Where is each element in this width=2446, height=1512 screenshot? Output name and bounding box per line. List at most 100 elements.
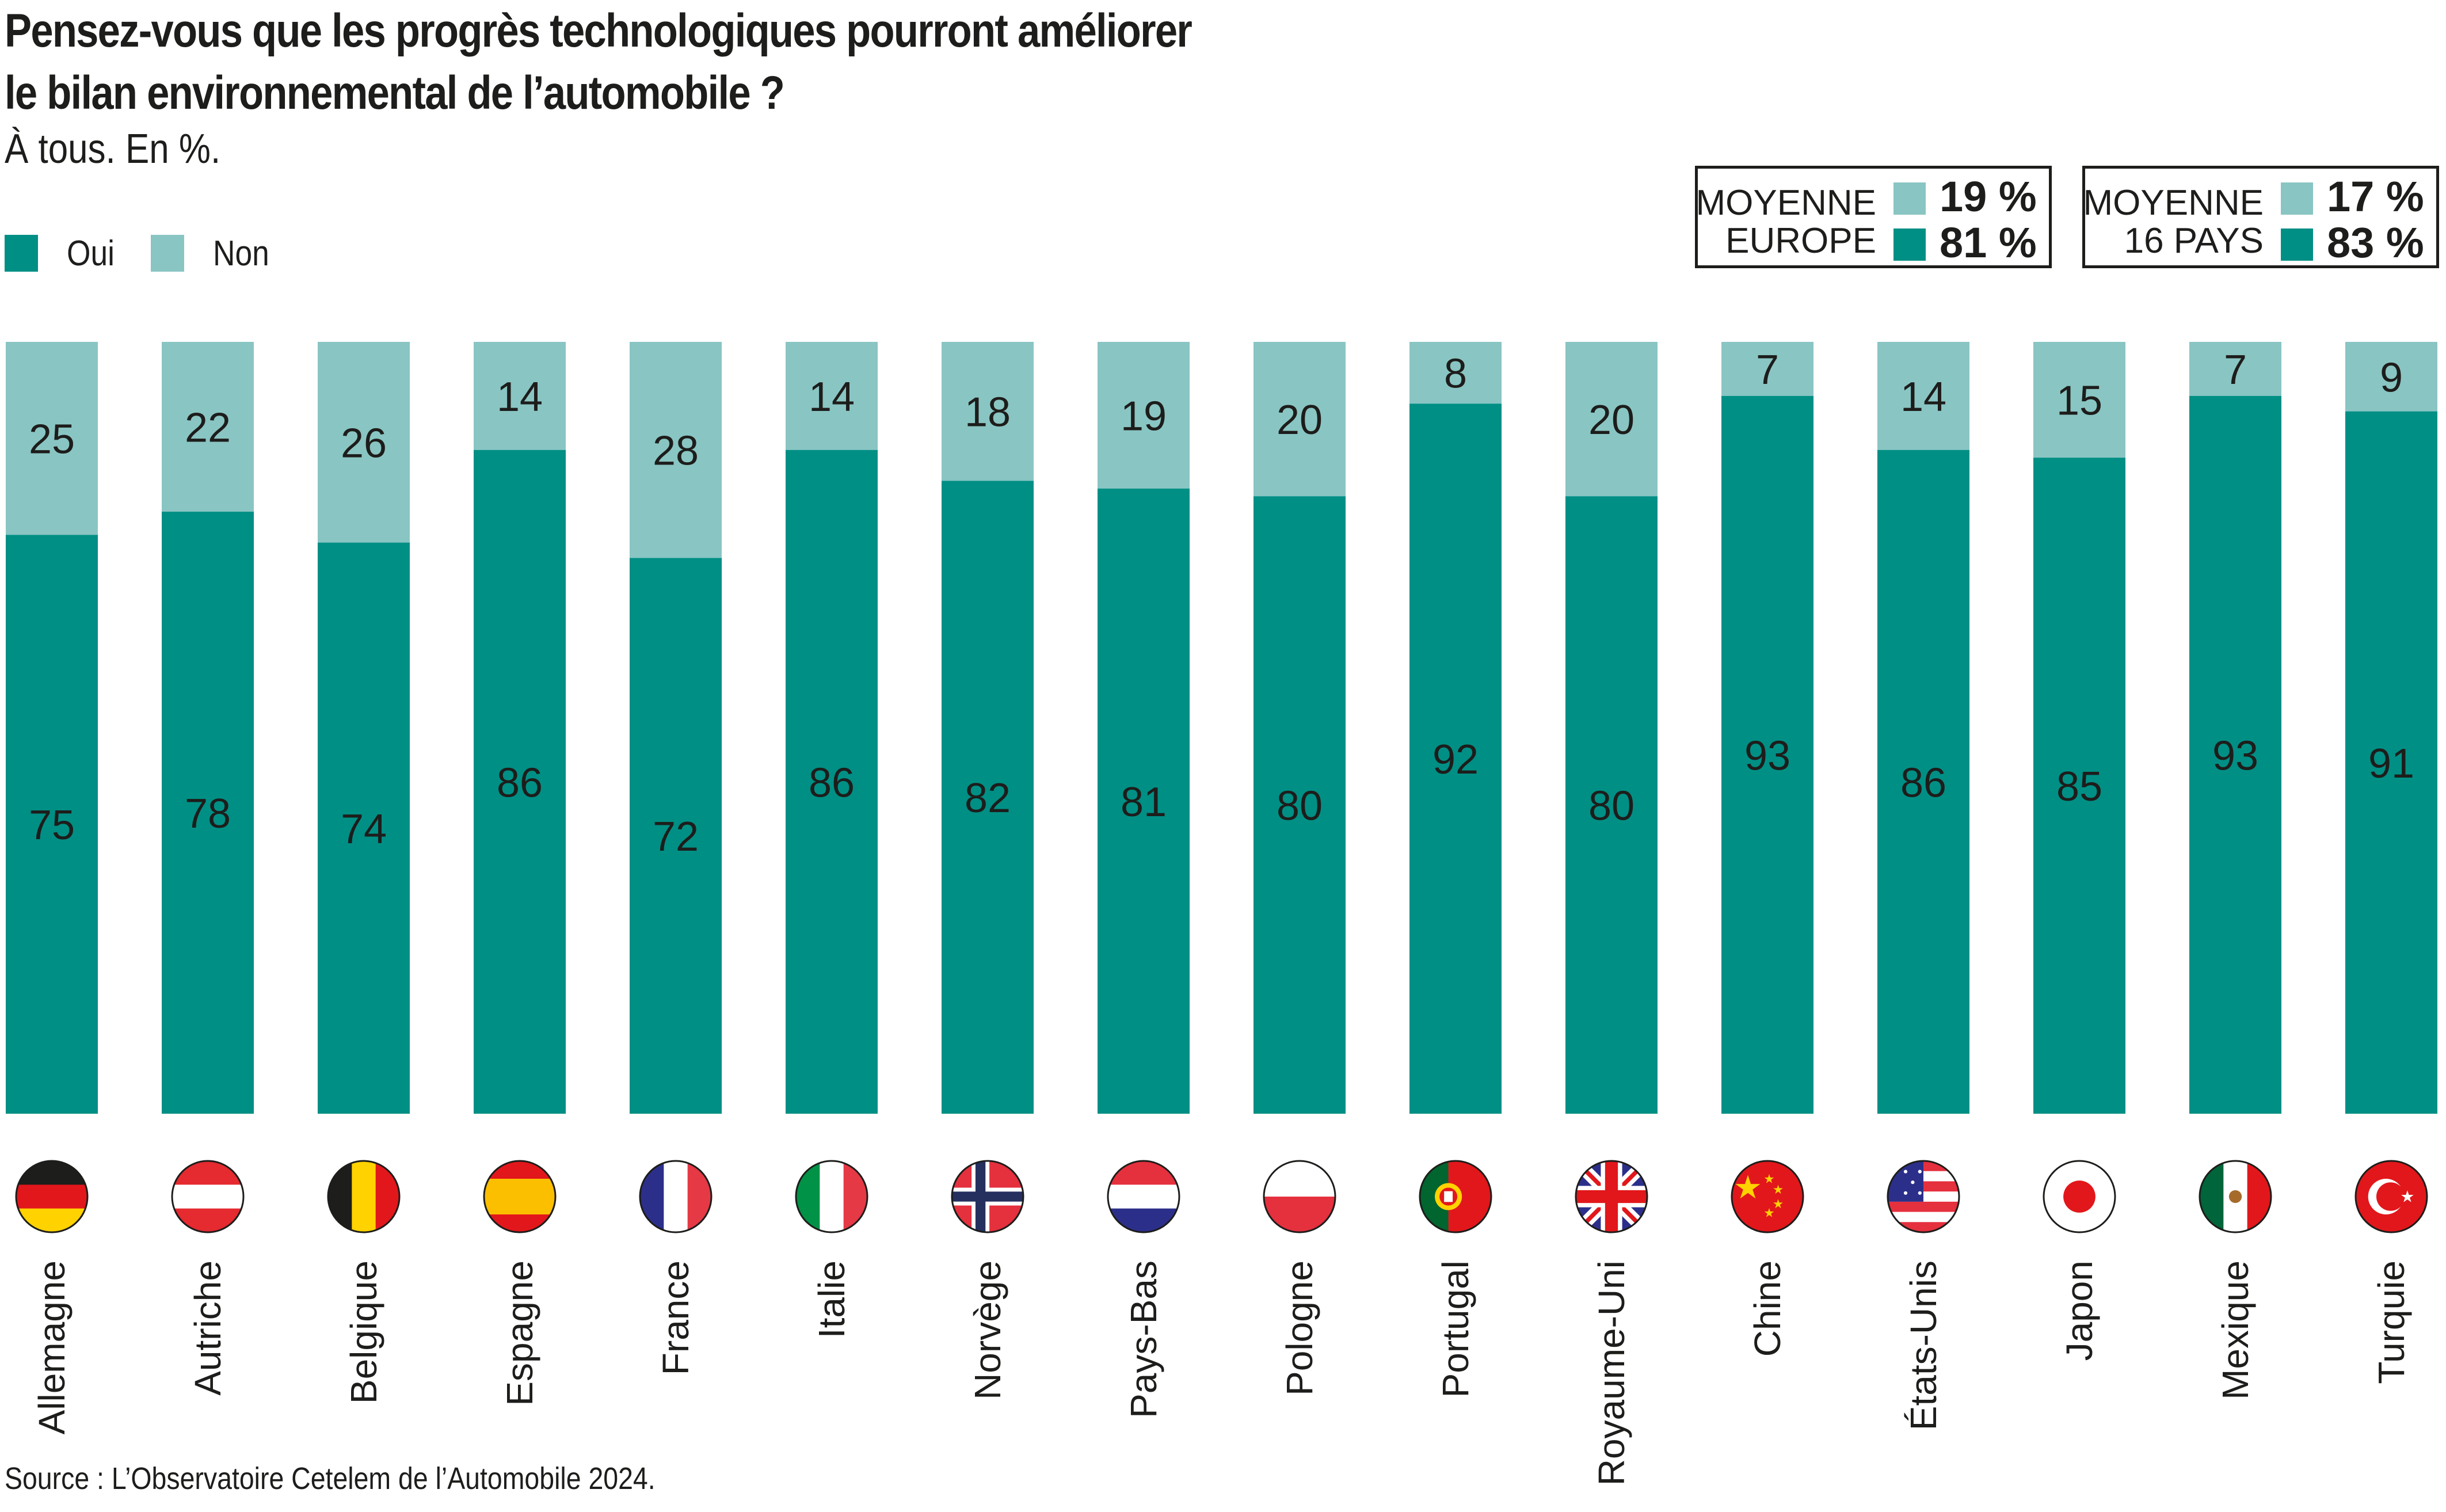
bar-segment-oui [6, 535, 98, 1114]
data-label-non: 28 [653, 428, 699, 474]
average-label-line-2: EUROPE [1725, 221, 1876, 261]
x-tick-label: France [655, 1260, 696, 1375]
data-label-oui: 75 [29, 802, 75, 848]
bar-segment-non [1409, 342, 1502, 404]
data-label-oui: 92 [1432, 737, 1479, 783]
bar-segment-oui [1254, 496, 1346, 1114]
average-swatch-oui [1893, 228, 1926, 261]
flag-outline [327, 1160, 401, 1233]
bar-segment-non [786, 342, 878, 450]
data-label-oui: 86 [1900, 760, 1946, 806]
average-value-non: 17 % [2327, 173, 2424, 220]
chart-title-line-2: le bilan environnemental de l’automobile… [5, 67, 785, 119]
legend-label-oui: Oui [67, 233, 115, 273]
bar-segment-oui [1721, 395, 1813, 1114]
average-label-line-1: MOYENNE [1696, 183, 1876, 223]
bar-segment-oui [786, 450, 878, 1114]
bar-segment-oui [474, 450, 566, 1114]
flag-outline [1887, 1160, 1960, 1233]
data-label-non: 14 [809, 374, 855, 420]
data-label-oui: 86 [809, 760, 855, 806]
bar-segment-oui [1409, 403, 1502, 1114]
legend: Oui Non [5, 233, 307, 273]
bar-segment-oui [162, 512, 254, 1114]
source-note: Source : L’Observatoire Cetelem de l’Aut… [5, 1461, 656, 1496]
flag-outline [483, 1160, 557, 1233]
flag-outline [639, 1160, 713, 1233]
flag-outline [1731, 1160, 1804, 1233]
data-label-oui: 91 [2368, 741, 2414, 787]
svg-text:★: ★ [1773, 1197, 1784, 1211]
flag-outline [2043, 1160, 2116, 1233]
flag-outline [1263, 1160, 1336, 1233]
average-box-europe: MOYENNE EUROPE 19 % 81 % [1695, 166, 2052, 268]
data-label-oui: 86 [497, 760, 543, 806]
flag-fr-icon [640, 1161, 711, 1232]
data-label-oui: 81 [1121, 779, 1167, 825]
data-label-oui: 80 [1588, 783, 1635, 829]
bar-segment-non [2345, 342, 2437, 412]
svg-text:★: ★ [2400, 1187, 2414, 1205]
data-label-non: 8 [1444, 351, 1467, 397]
bar-segment-non [1721, 342, 1813, 396]
x-tick-label: Espagne [499, 1260, 540, 1406]
bar-segment-non [1254, 342, 1346, 497]
x-tick-label: Mexique [2215, 1260, 2256, 1400]
bar-segment-oui [2189, 395, 2281, 1114]
x-tick-label: Chine [1747, 1260, 1788, 1357]
svg-text:★: ★ [1773, 1182, 1784, 1197]
bar-segment-oui [2033, 458, 2125, 1114]
flag-outline [1107, 1160, 1180, 1233]
flag-jp-icon [2044, 1161, 2115, 1232]
x-tick-label: Norvège [967, 1260, 1008, 1400]
flag-outline [795, 1160, 868, 1233]
bar-segment-non [474, 342, 566, 450]
data-label-non: 26 [341, 420, 387, 466]
legend-label-non: Non [213, 233, 270, 273]
x-tick-label: Belgique [343, 1260, 384, 1404]
average-swatch-non [1893, 182, 1926, 215]
average-value-oui: 81 % [1940, 219, 2037, 266]
data-label-oui: 78 [185, 791, 231, 837]
bar-segment-oui [1565, 496, 1658, 1114]
data-label-oui: 72 [653, 814, 699, 860]
bar-segment-oui [1877, 450, 1969, 1114]
average-label-line-1: MOYENNE [2083, 183, 2264, 223]
average-swatch-oui [2281, 228, 2313, 261]
bar-segment-non [2033, 342, 2125, 458]
average-swatch-non [2281, 182, 2313, 215]
data-label-non: 20 [1277, 397, 1323, 443]
bar-segment-oui [318, 542, 410, 1114]
data-label-oui: 93 [2212, 733, 2258, 779]
chart-subtitle: À tous. En %. [5, 126, 221, 172]
data-label-non: 14 [497, 374, 543, 420]
x-tick-label: Turquie [2371, 1260, 2412, 1384]
flag-no-icon [952, 1161, 1023, 1232]
bar-segment-non [162, 342, 254, 512]
average-value-oui: 83 % [2327, 219, 2424, 266]
bar-segment-oui [630, 558, 722, 1114]
legend-swatch-oui [5, 235, 38, 272]
flag-outline [171, 1160, 245, 1233]
bar-segment-non [6, 342, 98, 535]
flag-outline [2199, 1160, 2272, 1233]
x-tick-label: Italie [811, 1260, 852, 1338]
data-label-oui: 74 [341, 806, 387, 852]
svg-text:★: ★ [1733, 1169, 1762, 1205]
bar-segment-non [2189, 342, 2281, 396]
data-label-non: 7 [2224, 347, 2247, 393]
svg-text:★: ★ [1763, 1205, 1774, 1220]
data-label-non: 18 [965, 390, 1011, 436]
bar-segment-oui [1098, 488, 1190, 1114]
flag-nl-icon [1108, 1161, 1179, 1232]
x-tick-label: Royaume-Uni [1591, 1260, 1632, 1486]
average-box-16-pays: MOYENNE 16 PAYS 17 % 83 % [2082, 166, 2439, 268]
flag-outline [951, 1160, 1024, 1233]
bar-segment-oui [942, 481, 1034, 1114]
x-tick-label: États-Unis [1903, 1260, 1944, 1430]
flag-outline [2354, 1160, 2428, 1233]
data-label-non: 14 [1900, 374, 1946, 420]
flag-tr-icon: ★ [2356, 1161, 2427, 1232]
average-value-non: 19 % [1940, 173, 2037, 220]
x-tick-label: Pays-Bas [1123, 1260, 1164, 1418]
